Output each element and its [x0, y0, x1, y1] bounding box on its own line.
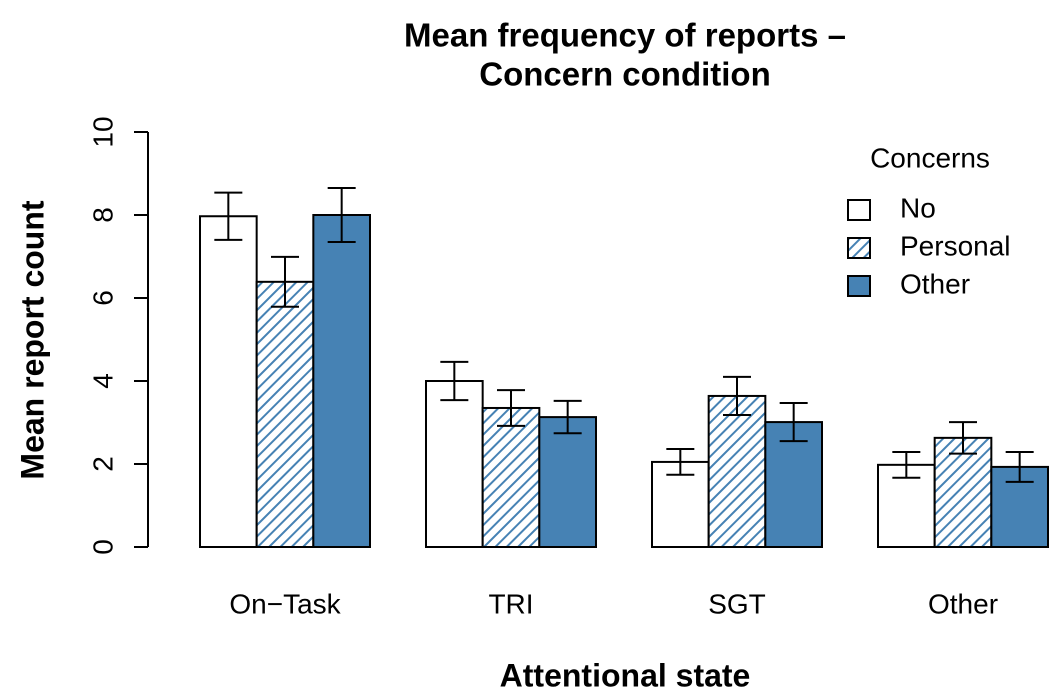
x-axis-title: Attentional state [500, 657, 751, 693]
error-bar [723, 375, 751, 417]
chart-title: Concern condition [479, 56, 771, 93]
y-axis-title: Mean report count [14, 200, 50, 479]
y-tick-label: 6 [87, 290, 118, 306]
error-bar [949, 421, 977, 455]
y-tick-label: 10 [87, 116, 118, 147]
error-bar [666, 448, 695, 476]
error-bar [214, 191, 243, 241]
legend-label: Personal [900, 230, 1011, 261]
error-bar [497, 389, 525, 427]
x-tick-label: SGT [708, 588, 766, 619]
error-bar [327, 187, 356, 243]
bar [481, 406, 541, 548]
x-tick-label: Other [928, 588, 998, 619]
x-tick-label: TRI [488, 588, 533, 619]
legend-label: No [900, 192, 936, 223]
error-bar [779, 401, 808, 443]
legend-label: Other [900, 268, 970, 299]
error-bar [271, 255, 299, 308]
bar [199, 215, 258, 548]
y-tick-label: 2 [87, 456, 118, 472]
bar [538, 416, 597, 549]
y-tick-label: 0 [87, 539, 118, 555]
legend-swatch [847, 275, 871, 297]
y-tick-label: 8 [87, 207, 118, 223]
chart-title: Mean frequency of reports – [404, 17, 846, 54]
y-tick-label: 4 [87, 373, 118, 389]
error-bar [553, 399, 582, 435]
error-bar [892, 450, 921, 479]
bar [425, 380, 484, 548]
bar [255, 280, 315, 548]
legend-swatch [847, 199, 871, 221]
legend-title: Concerns [870, 142, 990, 173]
error-bar [440, 360, 469, 402]
bar [707, 394, 767, 548]
bar [764, 421, 823, 548]
x-tick-label: On−Task [229, 588, 341, 619]
legend-swatch [847, 237, 871, 259]
bar [312, 214, 372, 548]
error-bar [1005, 450, 1034, 483]
